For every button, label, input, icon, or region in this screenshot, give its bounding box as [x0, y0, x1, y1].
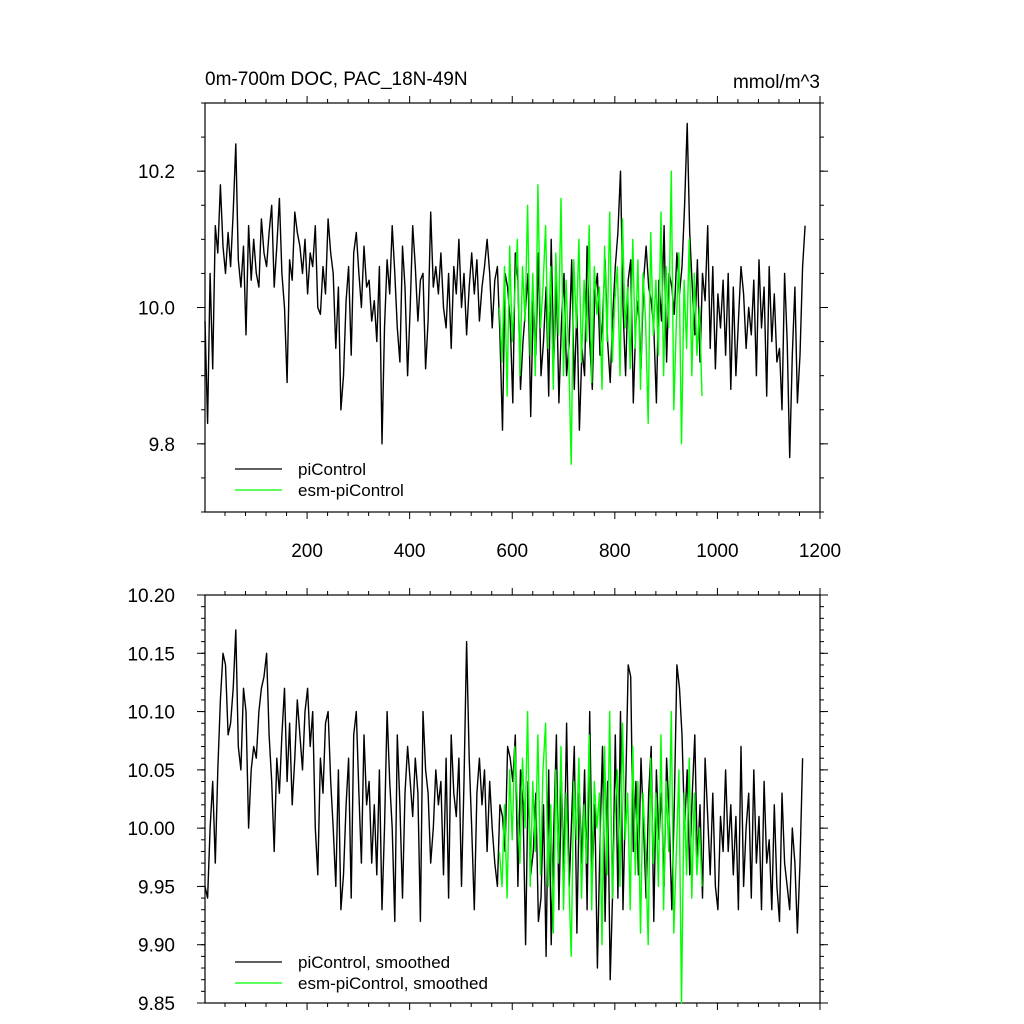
series-line-esm-picontrol	[498, 170, 703, 465]
series-line-esm-picontrol-smoothed	[498, 710, 703, 1004]
legend-label-picontrol-smoothed: piControl, smoothed	[298, 953, 450, 972]
x-tick-label: 1200	[799, 541, 841, 562]
x-tick-label: 1000	[696, 541, 738, 562]
bottom-plot-frame	[204, 594, 821, 1004]
x-tick-label: 600	[496, 541, 528, 562]
y-tick-label: 10.2	[138, 162, 175, 183]
bottom-axis-ticks: 9.85 9.90 9.95 10.00 10.05 10.10 10.15 10.20	[127, 586, 828, 1015]
bottom-series-lines	[204, 629, 804, 1004]
top-axis-ticks: 200 400 600 800 1000 1200 9.8 10.0 10.2	[138, 96, 841, 562]
y-tick-label: 10.20	[127, 586, 175, 607]
y-tick-label: 10.00	[127, 819, 175, 840]
y-tick-label: 10.10	[127, 703, 175, 724]
y-tick-label: 9.95	[138, 877, 175, 898]
legend-label-esm-picontrol: esm-piControl	[298, 481, 404, 500]
y-tick-label: 9.8	[149, 435, 175, 456]
y-tick-label: 9.90	[138, 936, 175, 957]
bottom-chart-panel: 9.85 9.90 9.95 10.00 10.05 10.10 10.15 10.20 pi…	[127, 586, 828, 1015]
y-tick-label: 10.0	[138, 299, 175, 320]
x-tick-label: 400	[394, 541, 426, 562]
y-tick-label: 10.15	[127, 644, 175, 665]
x-tick-label: 800	[599, 541, 631, 562]
top-legend: piControl esm-piControl	[235, 460, 404, 500]
bottom-legend: piControl, smoothed esm-piControl, smoot…	[235, 953, 488, 993]
legend-label-esm-picontrol-smoothed: esm-piControl, smoothed	[298, 974, 488, 993]
top-series-lines	[204, 122, 806, 465]
top-chart-panel: 0m-700m DOC, PAC_18N-49N mmol/m^3 200 400…	[138, 69, 841, 562]
legend-label-picontrol: piControl	[298, 460, 366, 479]
top-chart-units: mmol/m^3	[733, 72, 820, 93]
x-tick-label: 200	[291, 541, 323, 562]
y-tick-label: 9.85	[138, 994, 175, 1015]
top-chart-title: 0m-700m DOC, PAC_18N-49N	[205, 69, 468, 90]
y-tick-label: 10.05	[127, 761, 175, 782]
